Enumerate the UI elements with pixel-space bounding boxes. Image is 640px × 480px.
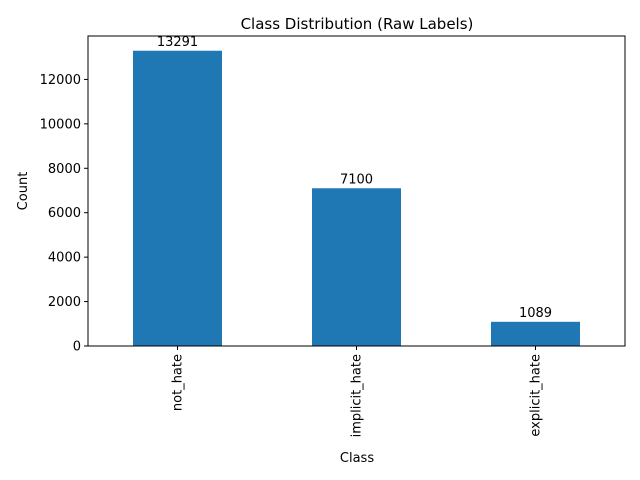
data-label: 7100 [340,172,373,187]
y-tick-label: 8000 [48,162,81,177]
plot-frame [87,35,626,347]
y-axis-label: Count [16,172,31,211]
chart-title: Class Distribution (Raw Labels) [241,15,474,33]
y-axis-ticks: 0 2000 4000 6000 8000 10000 12000 [40,73,88,355]
y-tick-label: 10000 [40,117,81,132]
bar-explicit-hate [491,321,580,346]
y-tick-label: 0 [73,340,81,355]
data-label: 1089 [519,306,552,321]
y-tick-label: 4000 [48,251,81,266]
x-axis-ticks: not_hate implicit_hate explicit_hate [171,346,544,437]
data-label: 13291 [157,35,198,50]
bars-group [133,50,580,346]
bar-not-hate [133,50,222,346]
x-tick-label: not_hate [171,354,186,411]
x-axis-label: Class [340,451,374,466]
x-tick-label: explicit_hate [529,354,544,437]
y-tick-label: 12000 [40,73,81,88]
x-tick-label: implicit_hate [350,354,365,437]
data-labels-group: 13291 7100 1089 [157,35,552,321]
y-tick-label: 6000 [48,206,81,221]
y-tick-label: 2000 [48,295,81,310]
bar-implicit-hate [312,188,401,346]
